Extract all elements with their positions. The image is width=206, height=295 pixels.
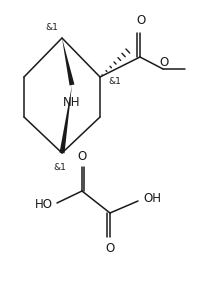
Text: O: O	[136, 14, 146, 27]
Polygon shape	[62, 38, 74, 86]
Text: O: O	[77, 150, 87, 163]
Text: O: O	[159, 57, 169, 70]
Text: &1: &1	[109, 78, 122, 86]
Polygon shape	[60, 85, 72, 153]
Text: NH: NH	[63, 96, 81, 109]
Text: &1: &1	[46, 22, 59, 32]
Text: OH: OH	[143, 193, 161, 206]
Text: &1: &1	[54, 163, 67, 171]
Text: O: O	[105, 242, 115, 255]
Text: HO: HO	[35, 199, 53, 212]
